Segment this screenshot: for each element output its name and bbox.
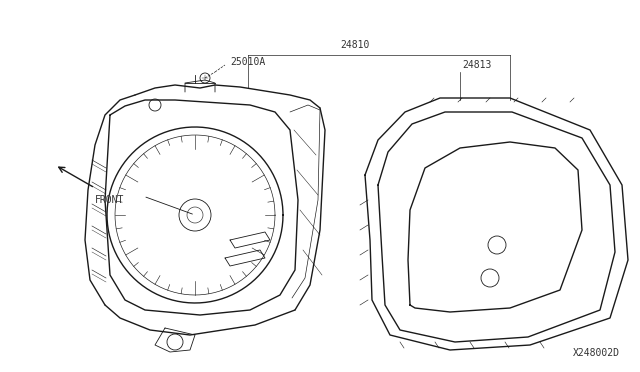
Text: 24813: 24813 [462, 60, 492, 70]
Text: 25010A: 25010A [230, 57, 265, 67]
Circle shape [200, 73, 210, 83]
Circle shape [149, 99, 161, 111]
Text: FRONT: FRONT [95, 195, 124, 205]
Text: 24810: 24810 [340, 40, 370, 50]
Text: X248002D: X248002D [573, 348, 620, 358]
